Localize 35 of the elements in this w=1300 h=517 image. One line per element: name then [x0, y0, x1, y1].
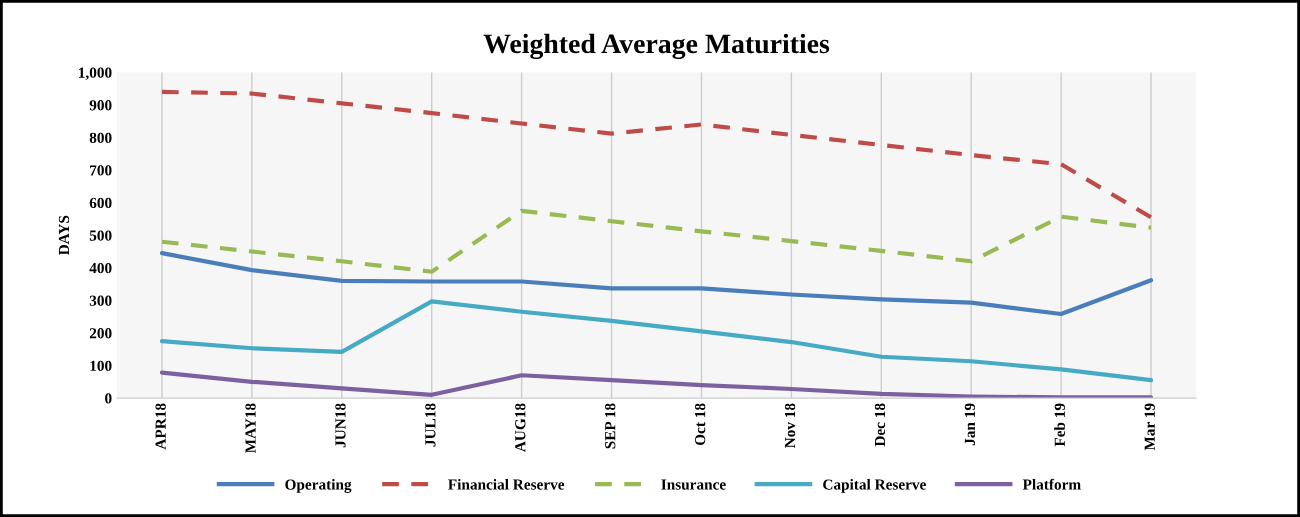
y-tick-label: 1,000: [78, 67, 112, 81]
x-tick-label: Mar 19: [1144, 403, 1155, 451]
legend-label: Insurance: [661, 479, 726, 490]
x-tick-label: Nov 18: [784, 403, 796, 449]
x-tick-label: Dec 18: [874, 403, 886, 447]
y-tick-label: 700: [90, 165, 112, 176]
x-tick-label: SEP 18: [605, 403, 616, 449]
x-tick-label: Oct 18: [694, 403, 706, 446]
y-tick-label: 100: [90, 360, 112, 371]
x-tick-label: MAY18: [245, 403, 256, 454]
x-tick-label: Feb 19: [1054, 403, 1065, 447]
y-tick-label: 200: [89, 328, 112, 339]
x-tick-label: APR18: [155, 403, 166, 450]
y-axis-title: DAYS: [58, 215, 70, 256]
legend-label: Capital Reserve: [823, 478, 926, 493]
y-tick-label: 400: [89, 262, 112, 274]
x-tick-label: AUG18: [515, 403, 526, 453]
x-tick-label: JUN18: [335, 403, 346, 448]
legend-label: Operating: [285, 478, 352, 493]
line-series: [159, 89, 1154, 220]
y-tick-label: 600: [89, 197, 112, 209]
x-tick-label: JUL18: [425, 403, 436, 447]
y-tick-label: 900: [89, 100, 112, 111]
x-tick-label: Jan 19: [964, 403, 976, 446]
line-series: [159, 299, 1154, 383]
y-tick-label: 300: [89, 295, 112, 306]
y-tick-label: 500: [89, 230, 112, 241]
legend-label: Platform: [1022, 478, 1081, 490]
line-series: [159, 208, 1154, 274]
legend-label: Financial Reserve: [448, 478, 565, 490]
line-series: [159, 370, 1154, 399]
line-series: [159, 251, 1154, 317]
y-tick-label: 0: [105, 393, 112, 404]
chart-title: Weighted Average Maturities: [483, 33, 830, 60]
y-tick-label: 800: [89, 132, 112, 143]
